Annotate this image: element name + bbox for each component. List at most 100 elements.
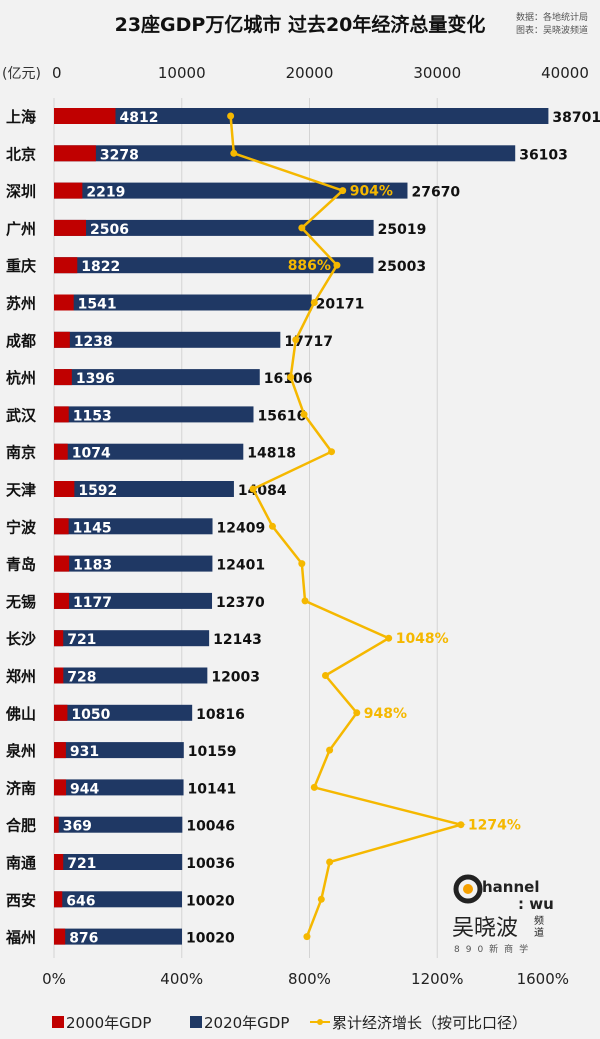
category-label: 北京	[6, 145, 36, 163]
bar-2000	[54, 406, 69, 423]
data-label-2000: 1822	[81, 259, 120, 275]
data-label-2020: 12003	[211, 670, 260, 686]
data-label-2020: 12370	[216, 595, 265, 611]
bar-2020	[54, 481, 234, 497]
data-label-2000: 944	[70, 781, 99, 797]
bar-2000	[54, 854, 64, 870]
data-label-2020: 27670	[411, 185, 460, 201]
svg-text:道: 道	[534, 926, 544, 939]
growth-point	[310, 783, 318, 791]
data-label-2000: 1153	[73, 408, 112, 424]
growth-point	[249, 485, 257, 493]
bar-2000	[54, 331, 70, 348]
category-label: 福州	[5, 929, 36, 947]
data-label-2020: 10141	[188, 781, 237, 797]
bar-2000	[54, 592, 70, 609]
data-label-2000: 1050	[71, 707, 110, 723]
data-label-2000: 1177	[73, 595, 112, 611]
data-label-2000: 2506	[90, 222, 129, 238]
data-label-2000: 721	[67, 632, 96, 648]
growth-point	[310, 299, 318, 306]
growth-point	[268, 522, 276, 530]
bar-2020	[54, 294, 312, 311]
bottom-axis-tick-label: 1200%	[411, 970, 463, 988]
top-axis-tick-label: 40000	[541, 64, 589, 82]
bottom-axis-tick-label: 800%	[288, 970, 331, 988]
growth-point	[317, 895, 325, 903]
bar-2020	[54, 704, 193, 721]
svg-text:频: 频	[534, 914, 544, 927]
legend-swatch-2000	[52, 1016, 64, 1028]
data-label-2000: 1183	[73, 558, 112, 574]
legend: 2000年GDP 2020年GDP 累计经济增长（按可比口径）	[52, 1014, 527, 1032]
bar-2000	[54, 779, 67, 796]
svg-text:hannel: hannel	[482, 878, 539, 896]
data-label-2000: 4812	[119, 110, 158, 126]
category-label: 重庆	[6, 257, 36, 275]
category-label: 成都	[6, 332, 36, 350]
legend-label-growth: 累计经济增长（按可比口径）	[332, 1014, 527, 1032]
bar-2000	[54, 891, 63, 908]
data-label-2020: 10020	[186, 893, 235, 909]
data-label-2020: 12143	[213, 632, 262, 648]
credit-note: 图表：吴晓波频道	[516, 24, 588, 36]
category-label: 宁波	[6, 518, 37, 536]
data-label-2020: 10816	[196, 707, 245, 723]
data-label-2020: 36103	[519, 147, 568, 163]
growth-point	[333, 261, 341, 269]
bottom-axis-tick-label: 400%	[160, 970, 203, 988]
growth-point	[326, 746, 334, 754]
bar-2000	[54, 108, 116, 124]
data-label-2020: 10046	[186, 819, 235, 835]
data-label-2020: 10159	[188, 744, 237, 760]
bar-2020	[54, 108, 549, 124]
bar-2000	[54, 219, 87, 236]
data-label-2020: 12401	[216, 558, 265, 574]
data-label-2000: 369	[63, 819, 92, 835]
growth-point	[457, 821, 465, 829]
top-axis-tick-label: 20000	[286, 64, 334, 82]
top-axis-tick-label: 30000	[413, 64, 461, 82]
category-label: 南通	[6, 854, 36, 872]
svg-text:吴晓波: 吴晓波	[452, 916, 518, 941]
bar-2000	[54, 257, 78, 274]
bar-2020	[54, 928, 183, 945]
growth-point	[385, 634, 393, 642]
growth-point	[321, 672, 329, 679]
category-label: 上海	[6, 108, 36, 126]
bar-2020	[54, 331, 281, 348]
legend-label-2000: 2000年GDP	[66, 1014, 151, 1032]
growth-point	[292, 336, 300, 344]
data-label-2000: 646	[66, 893, 95, 909]
bottom-axis-tick-label: 0%	[42, 970, 66, 988]
bar-2020	[54, 182, 408, 199]
growth-point	[298, 560, 306, 568]
data-label-2020: 12409	[217, 520, 266, 536]
data-label-2000: 2219	[86, 185, 125, 201]
category-label: 济南	[6, 779, 36, 797]
bar-2000	[54, 667, 64, 684]
bar-2020	[54, 369, 260, 386]
growth-data-label: 1274%	[468, 818, 521, 834]
growth-point	[301, 597, 309, 605]
channel-wu-logo: hannel : wu 吴晓波 频 道 890新商学	[452, 874, 554, 955]
bar-2000	[54, 518, 69, 535]
top-axis-tick-label: 10000	[158, 64, 206, 82]
data-label-2000: 1541	[78, 297, 117, 313]
data-label-2000: 1396	[76, 371, 115, 387]
category-label: 佛山	[5, 705, 36, 723]
bar-2020	[54, 667, 208, 684]
data-label-2000: 721	[67, 856, 96, 872]
data-label-2000: 3278	[100, 147, 139, 163]
bar-2000	[54, 742, 66, 759]
data-label-2020: 25019	[378, 222, 427, 238]
category-label: 青岛	[6, 556, 36, 574]
chart-title: 23座GDP万亿城市 过去20年经济总量变化	[115, 13, 486, 36]
bar-2000	[54, 555, 70, 572]
growth-point	[353, 709, 361, 717]
top-axis-tick-label: 0	[52, 64, 62, 82]
data-label-2020: 14818	[247, 446, 296, 462]
bar-2020	[54, 518, 213, 535]
growth-data-label: 904%	[350, 184, 393, 200]
bar-2020	[54, 406, 254, 423]
